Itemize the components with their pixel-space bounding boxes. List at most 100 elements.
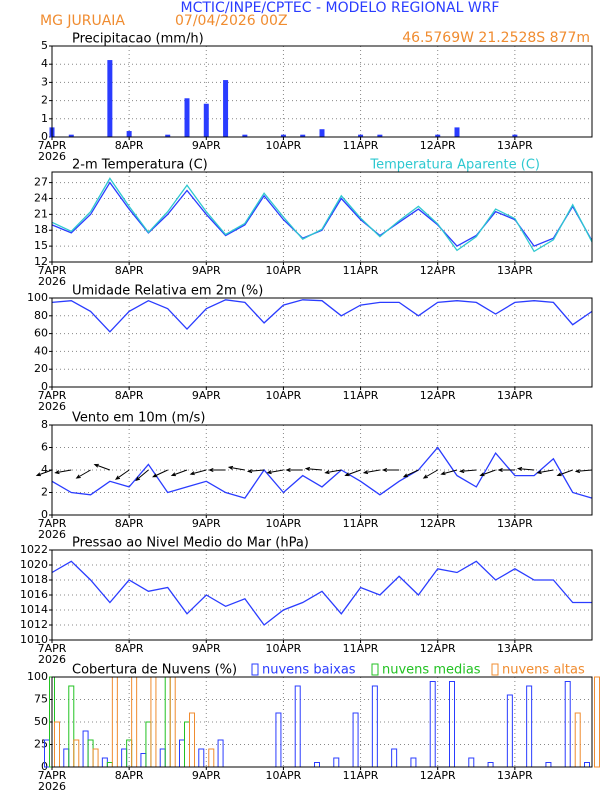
page-title: MCTIC/INPE/CPTEC - MODELO REGIONAL WRF: [181, 0, 500, 16]
bar: [594, 676, 600, 768]
y-tick-label: 18: [34, 223, 48, 236]
bar: [545, 762, 552, 768]
legend-swatch: [491, 663, 499, 676]
wind-arrow: [170, 469, 188, 477]
x-tick-label: 13APR: [497, 264, 533, 277]
bar: [159, 748, 166, 768]
panel-frame: [51, 171, 593, 263]
wind-arrow: [362, 469, 380, 475]
legend-swatch: [371, 663, 379, 676]
x-tick-label: 7APR: [38, 389, 67, 402]
x-tick-label: 9APR: [192, 642, 221, 655]
bar: [333, 757, 340, 768]
y-tick-label: 1016: [20, 588, 48, 601]
x-tick-label: 11APR: [343, 769, 379, 782]
y-tick-label: 0: [41, 380, 48, 393]
wind-arrow: [574, 469, 593, 474]
wind-arrow: [556, 469, 573, 477]
run-time: 07/04/2026 00Z: [175, 13, 288, 29]
bar: [391, 748, 398, 768]
bar: [584, 762, 590, 768]
legend-label: Temperatura Aparente (C): [369, 158, 540, 173]
y-tick-label: 20: [34, 362, 48, 375]
x-tick-label: 8APR: [115, 139, 144, 152]
bar: [189, 712, 195, 768]
panel-title: Precipitacao (mm/h): [72, 32, 204, 47]
y-tick-label: 2: [41, 94, 48, 107]
bar: [574, 712, 581, 768]
x-year-label: 2026: [38, 150, 66, 163]
x-tick-label: 11APR: [343, 642, 379, 655]
x-tick-label: 7APR: [38, 642, 67, 655]
x-tick-label: 12APR: [420, 264, 456, 277]
y-tick-label: 1020: [20, 558, 48, 571]
bar: [223, 80, 229, 138]
y-tick-label: 4: [41, 57, 48, 70]
wind-arrow: [324, 469, 342, 475]
x-tick-label: 13APR: [497, 517, 533, 530]
wind-arrow: [479, 469, 496, 477]
y-tick-label: 27: [34, 176, 48, 189]
x-tick-label: 7APR: [38, 517, 67, 530]
x-tick-label: 13APR: [497, 769, 533, 782]
bar: [449, 681, 455, 768]
wind-arrow: [93, 463, 111, 471]
bar: [564, 681, 571, 768]
y-tick-label: 2: [41, 486, 48, 499]
y-tick-label: 5: [41, 39, 48, 52]
wind-arrow: [227, 465, 245, 471]
y-tick-label: 40: [34, 344, 48, 357]
x-tick-label: 8APR: [115, 264, 144, 277]
bar: [121, 748, 128, 768]
panel-frame: [51, 549, 593, 641]
wind-arrow: [246, 469, 265, 474]
bar: [203, 103, 209, 138]
x-tick-label: 8APR: [115, 769, 144, 782]
x-tick-label: 9APR: [192, 769, 221, 782]
line: [51, 446, 593, 499]
wind-arrow: [516, 466, 535, 471]
x-year-label: 2026: [38, 780, 66, 792]
x-year-label: 2026: [38, 653, 66, 666]
bar: [410, 757, 417, 768]
bar: [92, 748, 99, 768]
x-tick-label: 7APR: [38, 139, 67, 152]
wind-arrow: [135, 469, 149, 482]
y-tick-label: 24: [34, 191, 48, 204]
x-tick-label: 9APR: [192, 264, 221, 277]
y-tick-label: 0: [41, 130, 48, 143]
y-tick-label: 25: [34, 738, 48, 751]
coords: 46.5769W 21.2528S 877m: [402, 30, 590, 46]
x-tick-label: 11APR: [343, 389, 379, 402]
x-tick-label: 12APR: [420, 769, 456, 782]
x-tick-label: 7APR: [38, 769, 67, 782]
bar: [107, 60, 113, 138]
y-tick-label: 21: [34, 207, 48, 220]
bar: [82, 730, 89, 768]
bar: [487, 762, 494, 768]
legend-label: nuvens medias: [382, 663, 481, 678]
panel-title: 2-m Temperatura (C): [72, 158, 208, 173]
y-tick-label: 3: [41, 75, 48, 88]
y-tick-label: 12: [34, 255, 48, 268]
bar: [208, 748, 215, 768]
wind-arrow: [208, 467, 226, 473]
bar: [126, 131, 132, 138]
x-tick-label: 9APR: [192, 389, 221, 402]
x-tick-label: 8APR: [115, 642, 144, 655]
panel-title: Cobertura de Nuvens (%): [72, 663, 237, 678]
location: MG JURUAIA: [40, 13, 125, 29]
legend-label: nuvens baixas: [262, 663, 356, 678]
wind-arrow: [285, 467, 303, 473]
y-tick-label: 1: [41, 112, 48, 125]
panel-frame: [51, 676, 593, 768]
panel-title: Umidade Relativa em 2m (%): [72, 284, 263, 299]
bar: [150, 676, 157, 768]
wind-arrow: [440, 469, 458, 476]
x-year-label: 2026: [38, 528, 66, 541]
y-tick-label: 15: [34, 239, 48, 252]
y-tick-label: 1018: [20, 573, 48, 586]
x-tick-label: 10APR: [266, 642, 302, 655]
x-tick-label: 12APR: [420, 139, 456, 152]
